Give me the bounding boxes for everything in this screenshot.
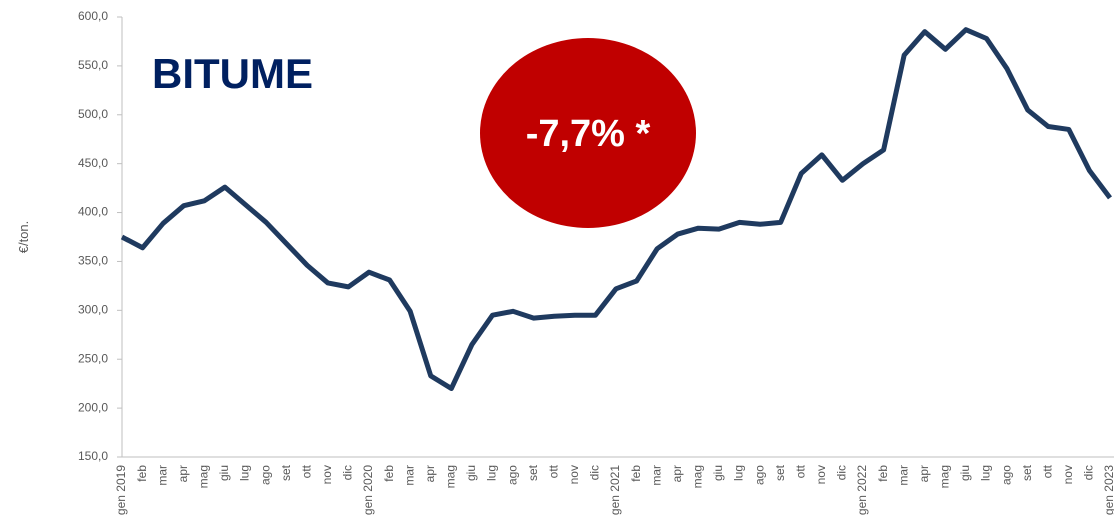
y-tick-label: 450,0 (78, 156, 108, 170)
x-tick-label: set (279, 464, 293, 481)
x-tick-label: apr (176, 465, 190, 482)
y-tick-label: 500,0 (78, 107, 108, 121)
x-tick-label: ago (258, 465, 272, 485)
x-tick-label: mag (938, 465, 952, 488)
x-tick-label: gen 2020 (361, 465, 375, 515)
x-tick-label: feb (876, 465, 890, 482)
x-tick-label: feb (629, 465, 643, 482)
x-tick-label: giu (958, 465, 972, 481)
y-tick-label: 350,0 (78, 254, 108, 268)
y-axis-label: €/ton. (16, 221, 31, 254)
x-tick-label: ott (546, 464, 560, 478)
x-tick-label: gen 2019 (114, 465, 128, 515)
y-tick-label: 600,0 (78, 9, 108, 23)
x-tick-label: lug (979, 465, 993, 481)
x-tick-label: ott (793, 464, 807, 478)
x-tick-label: gen 2023 (1102, 465, 1114, 515)
y-tick-label: 400,0 (78, 205, 108, 219)
x-tick-label: nov (814, 465, 828, 484)
x-tick-label: dic (588, 465, 602, 480)
x-tick-label: dic (1082, 465, 1096, 480)
x-tick-label: feb (135, 465, 149, 482)
x-tick-label: giu (464, 465, 478, 481)
x-tick-label: mar (155, 465, 169, 486)
x-tick-label: set (773, 464, 787, 481)
x-tick-label: giu (217, 465, 231, 481)
x-tick-label: lug (238, 465, 252, 481)
x-tick-label: nov (1061, 465, 1075, 484)
x-tick-label: gen 2022 (855, 465, 869, 515)
x-tick-label: apr (423, 465, 437, 482)
y-tick-label: 550,0 (78, 58, 108, 72)
x-tick-label: mar (402, 465, 416, 486)
annotation: -7,7% * (526, 113, 651, 155)
line-series (120, 27, 1112, 392)
annotation-badge (480, 38, 696, 228)
x-tick-label: dic (341, 465, 355, 480)
x-tick-label: feb (382, 465, 396, 482)
x-tick-label: mag (444, 465, 458, 488)
x-tick-label: nov (320, 465, 334, 484)
x-tick-label: set (1020, 464, 1034, 481)
x-tick-label: apr (917, 465, 931, 482)
y-tick-label: 200,0 (78, 400, 108, 414)
x-tick-label: ott (1040, 464, 1054, 478)
x-tick-label: ott (299, 464, 313, 478)
x-tick-label: ago (752, 465, 766, 485)
x-tick-label: set (526, 464, 540, 481)
x-tick-label: giu (711, 465, 725, 481)
x-tick-label: mar (896, 465, 910, 486)
x-tick-label: lug (485, 465, 499, 481)
x-tick-label: ago (999, 465, 1013, 485)
x-tick-label: mar (649, 465, 663, 486)
x-tick-label: dic (835, 465, 849, 480)
x-tick-label: nov (567, 465, 581, 484)
x-tick-label: lug (732, 465, 746, 481)
y-tick-label: 150,0 (78, 449, 108, 463)
x-tick-label: mag (691, 465, 705, 488)
x-tick-label: gen 2021 (608, 465, 622, 515)
y-tick-label: 300,0 (78, 303, 108, 317)
y-tick-label: 250,0 (78, 351, 108, 365)
x-tick-label: ago (505, 465, 519, 485)
x-tick-label: mag (197, 465, 211, 488)
chart-title: BITUME (152, 50, 313, 97)
x-tick-label: apr (670, 465, 684, 482)
